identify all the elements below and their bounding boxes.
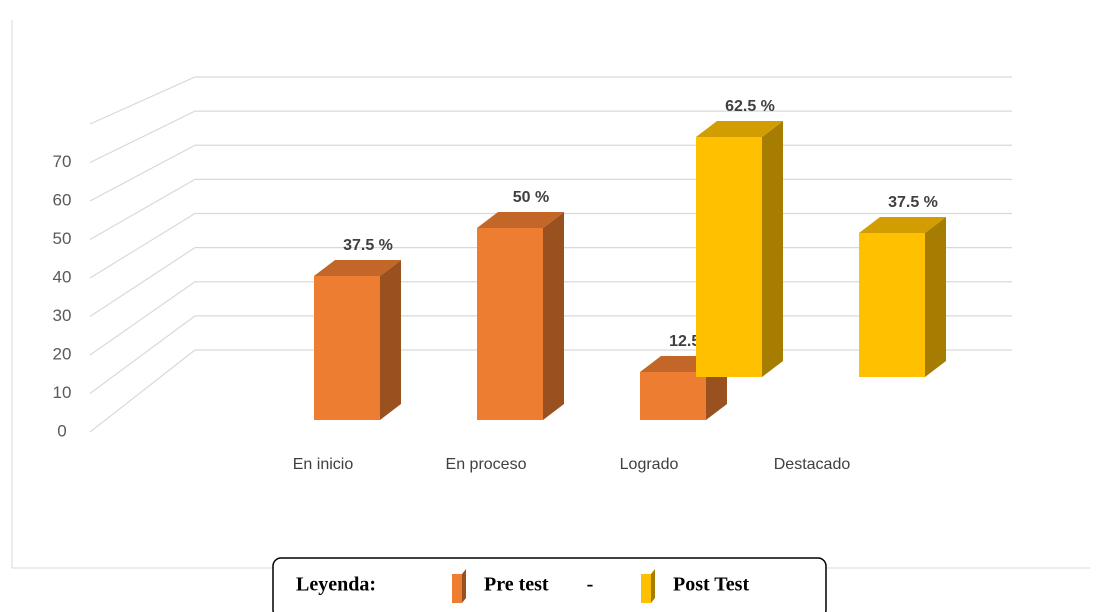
y-tick-label: 70 [53,152,72,171]
grid-line [89,76,1012,125]
legend-separator: - [587,574,594,596]
bar [640,372,706,420]
y-tick-label: 50 [53,229,72,248]
y-tick-label: 30 [53,306,72,325]
bar-top [696,121,783,137]
bar-side [543,212,564,420]
legend-swatch [452,574,462,603]
legend-swatch-side [651,569,655,603]
legend: Leyenda: - Pre test Post Test [272,557,827,612]
bar-side [762,121,783,377]
legend-box [272,557,827,612]
value-label: 37.5 % [343,237,393,254]
bar-top [859,217,946,233]
value-label: 37.5 % [888,194,938,211]
legend-swatch-side [462,569,466,603]
plot: 0 10 20 30 40 50 60 70 En inicio En proceso Lograd… [53,76,1012,473]
x-tick-label: Logrado [620,456,679,473]
y-tick-label: 20 [53,344,72,363]
legend-swatch [641,574,651,603]
x-tick-label: En proceso [446,456,527,473]
bar [696,137,762,377]
value-label: 50 % [513,189,549,206]
y-tick-label: 0 [57,421,66,440]
y-tick-label: 10 [53,383,72,402]
y-tick-label: 60 [53,190,72,209]
legend-label: Pre test [484,574,549,596]
y-tick-label: 40 [53,267,72,286]
legend-label: Post Test [673,574,749,596]
grid-line [89,144,1012,202]
legend-title: Leyenda: [296,574,376,596]
bar-side [380,260,401,420]
bar [859,233,925,377]
value-label: 62.5 % [725,98,775,115]
x-tick-label: Destacado [774,456,851,473]
grid-line [89,110,1012,164]
bar-top [314,260,401,276]
bar [314,276,380,420]
bar-side [925,217,946,377]
bar [477,228,543,420]
x-tick-label: En inicio [293,456,354,473]
bar-top [477,212,564,228]
